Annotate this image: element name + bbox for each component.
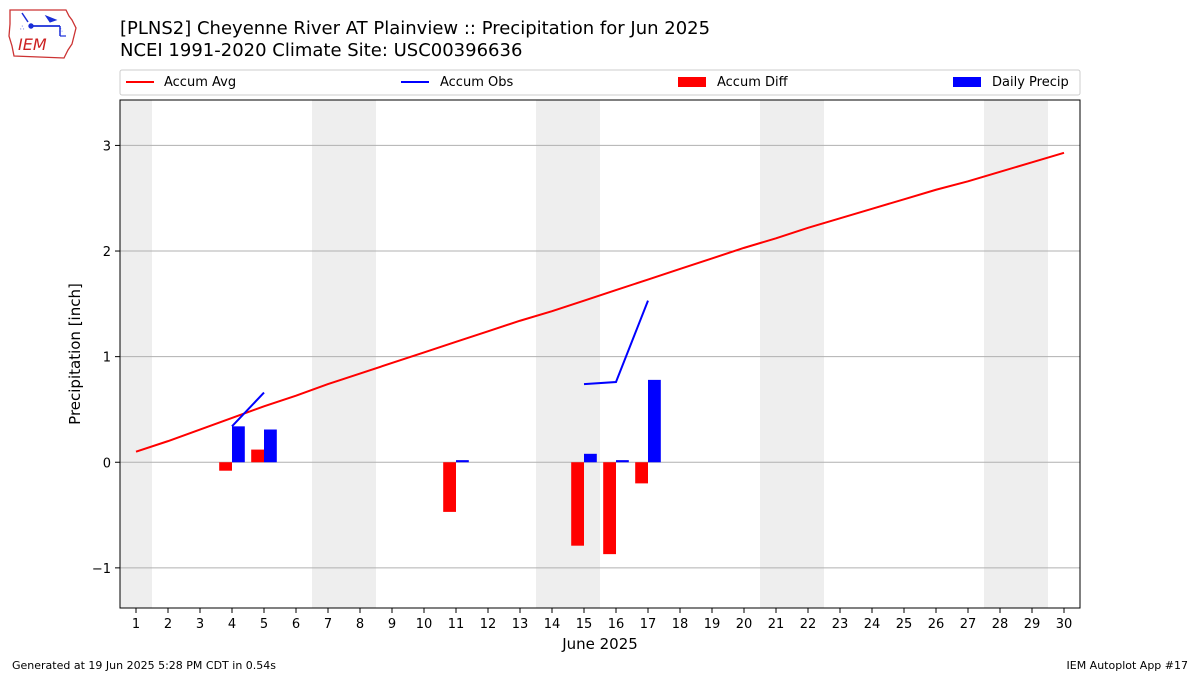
x-tick-label: 24 (864, 617, 881, 632)
iem-logo-text: IEM (18, 35, 47, 54)
accum-diff-bar (571, 462, 584, 546)
legend-accum-obs-label: Accum Obs (440, 75, 513, 90)
x-tick-label: 6 (292, 617, 300, 632)
x-tick-label: 8 (356, 617, 364, 632)
weekend-band (984, 100, 1048, 608)
x-tick-label: 1 (132, 617, 140, 632)
x-tick-label: 30 (1056, 617, 1073, 632)
weekend-band (536, 100, 600, 608)
y-tick-label: 2 (103, 245, 111, 260)
legend-accum-diff-label: Accum Diff (717, 75, 789, 90)
accum-obs-line (583, 300, 649, 386)
daily-precip-bar (456, 460, 469, 463)
weather-station-icon: ∴ ∴ (20, 12, 66, 37)
y-tick-label: 0 (103, 456, 111, 471)
daily-precip-bar (616, 460, 629, 463)
x-tick-label: 14 (544, 617, 561, 632)
x-tick-label: 17 (640, 617, 657, 632)
weekend-band (312, 100, 376, 608)
x-tick-label: 2 (164, 617, 172, 632)
bars-layer (219, 379, 661, 555)
legend-daily-precip-swatch (953, 77, 981, 87)
legend: Accum Avg Accum Obs Accum Diff Daily Pre… (119, 69, 1081, 96)
x-tick-label: 25 (896, 617, 913, 632)
x-tick-label: 9 (388, 617, 396, 632)
x-tick-label: 21 (768, 617, 785, 632)
accum-obs-line (231, 391, 265, 428)
plot-frame (119, 99, 1081, 609)
x-axis-ticks: 1 2 3 4 5 6 7 8 9 10 11 12 13 14 15 16 17 18 19 20 21 22 23 24 2… (132, 608, 1072, 632)
x-tick-label: 12 (480, 617, 497, 632)
iowa-state-outline (8, 9, 77, 59)
x-tick-label: 15 (576, 617, 593, 632)
x-tick-label: 18 (672, 617, 689, 632)
accum-diff-bar (251, 449, 264, 463)
svg-text:∴: ∴ (59, 27, 63, 34)
x-tick-label: 16 (608, 617, 625, 632)
x-tick-label: 4 (228, 617, 236, 632)
x-tick-label: 3 (196, 617, 204, 632)
lines-layer (135, 151, 1065, 453)
accum-diff-bar (603, 462, 616, 555)
y-axis-ticks: −1 0 1 2 3 (92, 139, 120, 577)
legend-box (119, 69, 1081, 96)
chart-subtitle: NCEI 1991-2020 Climate Site: USC00396636 (120, 40, 523, 61)
accum-diff-bar (443, 462, 456, 512)
weekend-band (760, 100, 824, 608)
x-tick-label: 10 (416, 617, 433, 632)
y-tick-label: −1 (92, 562, 111, 577)
x-tick-label: 26 (928, 617, 945, 632)
x-tick-label: 5 (260, 617, 268, 632)
accum-diff-bar (635, 462, 648, 484)
daily-precip-bar (264, 429, 277, 463)
y-tick-label: 1 (103, 351, 111, 366)
x-tick-label: 27 (960, 617, 977, 632)
x-tick-label: 28 (992, 617, 1009, 632)
weekend-band (120, 100, 152, 608)
iem-logo: ∴ ∴ IEM (8, 9, 77, 59)
accum-avg-line (135, 151, 1065, 453)
footer-app: IEM Autoplot App #17 (1066, 659, 1189, 672)
y-tick-label: 3 (103, 139, 111, 154)
x-tick-label: 7 (324, 617, 332, 632)
accum-diff-bar (219, 462, 232, 471)
daily-precip-bar (648, 379, 661, 463)
daily-precip-bar (232, 426, 245, 463)
x-tick-label: 29 (1024, 617, 1041, 632)
legend-daily-precip-label: Daily Precip (992, 75, 1069, 90)
x-tick-label: 13 (512, 617, 529, 632)
x-tick-label: 11 (448, 617, 465, 632)
x-axis-label: June 2025 (561, 635, 638, 653)
footer-generated: Generated at 19 Jun 2025 5:28 PM CDT in … (12, 659, 277, 672)
x-tick-label: 19 (704, 617, 721, 632)
weekend-bands (120, 100, 1048, 608)
svg-text:∴: ∴ (20, 24, 25, 32)
legend-accum-avg-label: Accum Avg (164, 75, 236, 90)
x-tick-label: 22 (800, 617, 817, 632)
daily-precip-bar (584, 453, 597, 463)
x-tick-label: 20 (736, 617, 753, 632)
grid-lines (120, 144, 1080, 569)
chart-title: [PLNS2] Cheyenne River AT Plainview :: P… (120, 18, 711, 39)
y-axis-label: Precipitation [inch] (66, 283, 84, 425)
x-tick-label: 23 (832, 617, 849, 632)
legend-accum-diff-swatch (678, 77, 706, 87)
